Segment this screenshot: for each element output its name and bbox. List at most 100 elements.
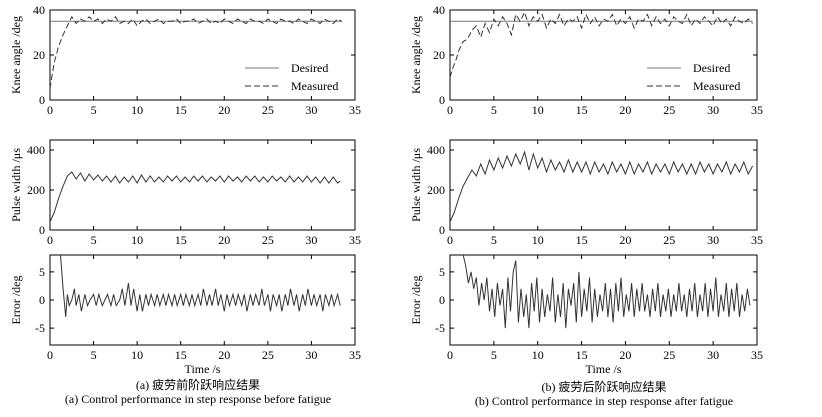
caption-right-en: (b) Control performance in step response… xyxy=(474,394,734,408)
y-tick-label: -5 xyxy=(435,321,445,335)
y-tick-label: 40 xyxy=(433,3,445,17)
y-tick-label: 20 xyxy=(33,48,45,62)
x-tick-label: 10 xyxy=(532,233,544,247)
x-tick-label: 20 xyxy=(619,103,631,117)
x-tick-label: 10 xyxy=(131,348,143,362)
x-tick-label: 35 xyxy=(751,348,763,362)
legend-measured-label: Measured xyxy=(693,79,740,93)
y-axis-label: Knee angle /deg xyxy=(409,16,423,94)
x-tick-label: 5 xyxy=(91,233,97,247)
y-tick-label: 0 xyxy=(39,223,45,237)
caption-left-en: (a) Control performance in step response… xyxy=(64,392,332,406)
y-tick-label: 0 xyxy=(39,293,45,307)
y-tick-label: 5 xyxy=(439,265,445,279)
legend: Desired Measured xyxy=(245,61,338,93)
chart-a1: 0 5 10 15 20 25 30 35 0 20 40 Knee angle /deg Desire… xyxy=(9,3,361,117)
caption-left-cn: (a) 疲劳前阶跃响应结果 xyxy=(135,378,261,392)
x-tick-label: 20 xyxy=(619,233,631,247)
x-tick-label: 25 xyxy=(663,103,675,117)
y-tick-label: 0 xyxy=(439,223,445,237)
series-line-error xyxy=(60,254,341,317)
y-tick-label: 400 xyxy=(27,143,45,157)
x-tick-label: 10 xyxy=(131,233,143,247)
y-tick-label: 0 xyxy=(439,93,445,107)
legend: Desired Measured xyxy=(647,61,740,93)
x-tick-label: 0 xyxy=(447,233,453,247)
x-tick-label: 30 xyxy=(305,103,317,117)
y-tick-label: 400 xyxy=(427,143,445,157)
x-tick-label: 15 xyxy=(175,233,187,247)
legend-desired-label: Desired xyxy=(693,61,730,75)
x-tick-label: 35 xyxy=(349,348,361,362)
y-tick-label: 0 xyxy=(39,93,45,107)
legend-desired-label: Desired xyxy=(291,61,328,75)
x-tick-label: 20 xyxy=(218,103,230,117)
y-tick-label: -5 xyxy=(35,321,45,335)
x-tick-label: 30 xyxy=(707,233,719,247)
x-tick-label: 20 xyxy=(218,233,230,247)
y-axis-label: Error /deg xyxy=(9,276,23,325)
x-tick-label: 25 xyxy=(262,348,274,362)
x-tick-label: 30 xyxy=(305,348,317,362)
x-tick-label: 15 xyxy=(175,103,187,117)
x-tick-label: 5 xyxy=(491,233,497,247)
caption-right-cn: (b) 疲劳后阶跃响应结果 xyxy=(541,380,667,394)
y-axis-label: Error /deg xyxy=(409,276,423,325)
x-tick-label: 20 xyxy=(218,348,230,362)
x-tick-label: 15 xyxy=(175,348,187,362)
series-line-error xyxy=(462,254,751,329)
y-axis-label: Pulse width /μs xyxy=(409,148,423,222)
x-tick-label: 10 xyxy=(532,348,544,362)
plot-frame xyxy=(449,139,758,231)
x-tick-label: 15 xyxy=(576,348,588,362)
x-tick-label: 20 xyxy=(619,348,631,362)
x-tick-label: 0 xyxy=(47,103,53,117)
y-axis-label: Pulse width /μs xyxy=(9,148,23,222)
x-axis-label: Time /s xyxy=(185,362,221,376)
x-tick-label: 35 xyxy=(349,103,361,117)
x-tick-label: 0 xyxy=(47,348,53,362)
y-tick-label: 200 xyxy=(427,183,445,197)
series-line-measured xyxy=(449,10,753,78)
x-tick-label: 30 xyxy=(707,103,719,117)
x-axis-label: Time /s xyxy=(586,362,622,376)
legend-measured-label: Measured xyxy=(291,79,338,93)
y-axis-label: Knee angle /deg xyxy=(9,16,23,94)
x-tick-label: 5 xyxy=(91,103,97,117)
x-tick-label: 15 xyxy=(576,233,588,247)
x-tick-label: 15 xyxy=(576,103,588,117)
x-tick-label: 30 xyxy=(305,233,317,247)
chart-a2: 0 5 10 15 20 25 30 35 0 200 400 Pulse width /μs xyxy=(9,139,361,247)
x-tick-label: 0 xyxy=(447,348,453,362)
x-tick-label: 25 xyxy=(262,103,274,117)
x-tick-label: 5 xyxy=(91,348,97,362)
x-tick-label: 30 xyxy=(707,348,719,362)
series-line-pulse-width xyxy=(49,171,341,223)
plot-frame xyxy=(49,139,356,231)
y-tick-label: 20 xyxy=(433,48,445,62)
caption-left: (a) 疲劳前阶跃响应结果 (a) Control performance in… xyxy=(18,378,378,406)
x-tick-label: 35 xyxy=(751,233,763,247)
x-tick-label: 25 xyxy=(262,233,274,247)
x-tick-label: 0 xyxy=(447,103,453,117)
x-tick-label: 5 xyxy=(491,103,497,117)
chart-b2: 0 5 10 15 20 25 30 35 0 200 400 Pulse width /μs xyxy=(409,139,763,247)
y-tick-label: 40 xyxy=(33,3,45,17)
x-tick-label: 25 xyxy=(663,348,675,362)
caption-right: (b) 疲劳后阶跃响应结果 (b) Control performance in… xyxy=(424,380,784,408)
x-tick-label: 35 xyxy=(751,103,763,117)
x-tick-label: 35 xyxy=(349,233,361,247)
y-tick-label: 5 xyxy=(39,265,45,279)
series-line-pulse-width xyxy=(449,150,754,223)
x-tick-label: 25 xyxy=(663,233,675,247)
chart-b1: 0 5 10 15 20 25 30 35 0 20 40 Knee angle /deg Desire… xyxy=(409,3,763,117)
plot-frame xyxy=(49,254,356,346)
x-tick-label: 10 xyxy=(532,103,544,117)
y-tick-label: 200 xyxy=(27,183,45,197)
x-tick-label: 0 xyxy=(47,233,53,247)
y-tick-label: 0 xyxy=(439,293,445,307)
x-tick-label: 5 xyxy=(491,348,497,362)
